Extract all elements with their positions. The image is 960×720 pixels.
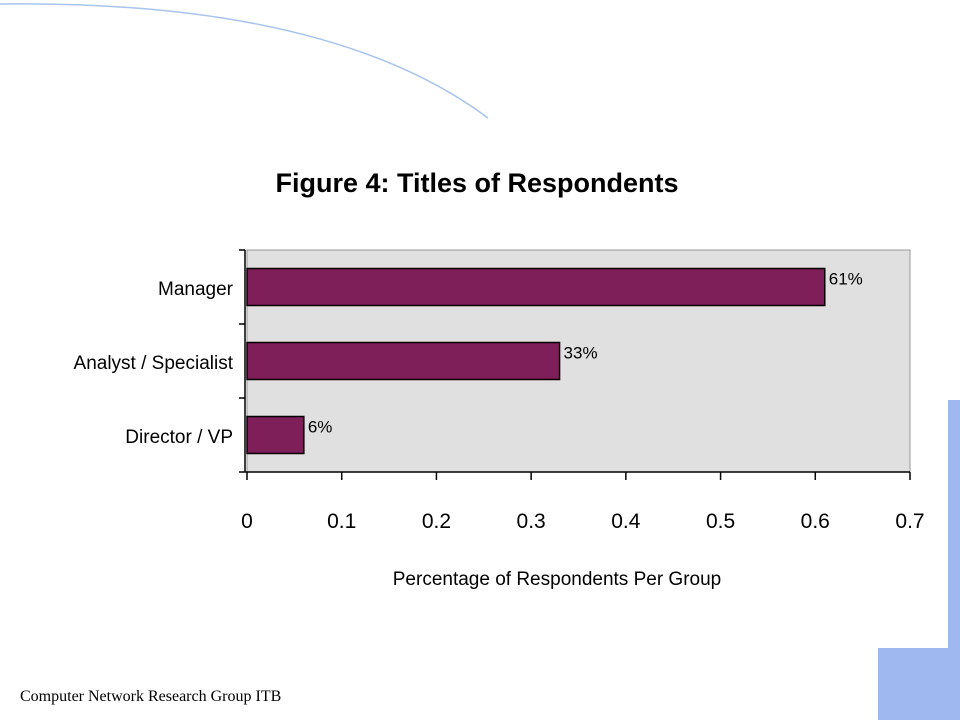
- data-label: 6%: [308, 418, 333, 437]
- bar: [246, 341, 561, 381]
- data-label: 61%: [829, 270, 863, 289]
- bar: [246, 415, 305, 455]
- x-tick-label: 0.2: [422, 510, 451, 533]
- corner-accent-vertical: [948, 400, 960, 720]
- x-tick-label: 0.6: [801, 510, 830, 533]
- x-tick-label: 0.7: [895, 510, 924, 533]
- corner-accent-horizontal: [878, 648, 960, 720]
- chart-title: Figure 4: Titles of Respondents: [275, 168, 678, 198]
- x-tick-label: 0: [241, 510, 253, 533]
- x-tick-label: 0.5: [706, 510, 735, 533]
- bar: [246, 267, 826, 307]
- data-label: 33%: [564, 344, 598, 363]
- x-tick-label: 0.3: [517, 510, 546, 533]
- x-tick-label: 0.1: [327, 510, 356, 533]
- footer-text: Computer Network Research Group ITB: [20, 688, 282, 705]
- category-label: Analyst / Specialist: [74, 353, 234, 374]
- x-tick-label: 0.4: [611, 510, 641, 533]
- x-axis-label: Percentage of Respondents Per Group: [393, 569, 721, 590]
- category-label: Director / VP: [125, 427, 233, 448]
- category-label: Manager: [158, 279, 234, 300]
